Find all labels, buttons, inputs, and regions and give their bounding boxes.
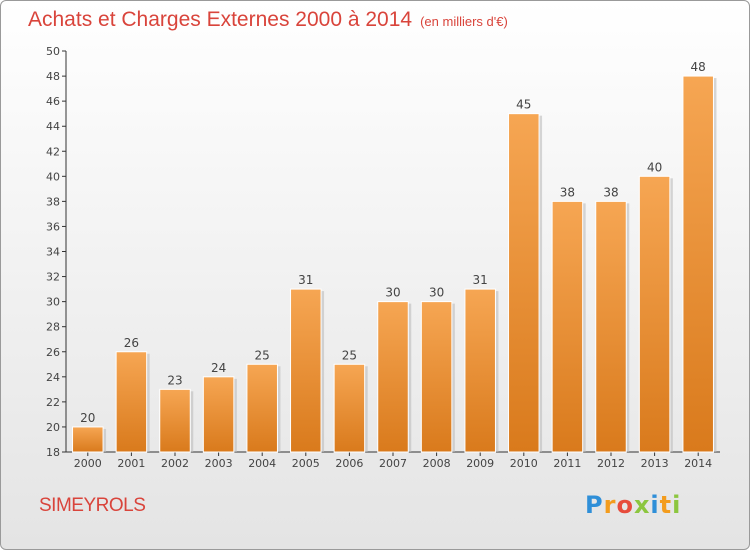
x-tick-label: 2010 (510, 457, 538, 470)
bar (595, 200, 627, 453)
commune-name: SIMEYROLS (39, 495, 146, 516)
bar (333, 363, 366, 453)
y-tick-label: 20 (46, 421, 60, 434)
x-tick-label: 2006 (335, 457, 363, 470)
logo-letter: x (633, 491, 651, 519)
x-tick-label: 2008 (423, 457, 451, 470)
y-tick-label: 30 (46, 296, 60, 309)
x-tick-label: 2012 (597, 457, 625, 470)
chart-subtitle: (en milliers d'€) (420, 14, 508, 29)
data-label: 38 (603, 185, 618, 199)
y-tick-label: 24 (46, 371, 60, 384)
bar (508, 113, 540, 453)
data-label: 40 (647, 160, 662, 174)
y-tick-label: 28 (46, 321, 60, 334)
logo-letter: i (672, 491, 682, 519)
data-label: 38 (560, 185, 575, 199)
logo-letter: P (585, 491, 604, 519)
data-label: 20 (80, 411, 95, 425)
x-tick-label: 2000 (74, 457, 102, 470)
y-tick-label: 36 (46, 220, 60, 233)
x-tick-label: 2014 (684, 457, 712, 470)
x-tick-label: 2004 (248, 457, 276, 470)
y-tick-label: 46 (46, 95, 60, 108)
logo-letter: o (616, 491, 634, 519)
y-tick-label: 40 (46, 170, 60, 183)
y-axis: 18 20 22 24 26 28 30 32 34 36 38 40 42 44 46 48 50 (46, 45, 67, 459)
bar (420, 301, 453, 453)
x-tick-label: 2009 (466, 457, 494, 470)
x-tick-label: 2011 (553, 457, 581, 470)
data-label: 24 (211, 361, 226, 375)
x-tick-label: 2003 (205, 457, 233, 470)
y-tick-label: 26 (46, 346, 60, 359)
data-label: 48 (691, 60, 706, 74)
data-label: 31 (473, 273, 488, 287)
data-labels-group: 20 26 23 24 25 31 25 30 30 31 45 38 38 40 48 (80, 60, 706, 425)
x-tick-label: 2007 (379, 457, 407, 470)
logo-letter: i (650, 491, 660, 519)
x-tick-label: 2013 (641, 457, 669, 470)
y-tick-label: 44 (46, 120, 60, 133)
bar (159, 388, 191, 453)
x-tick-label: 2002 (161, 457, 189, 470)
logo-letter: t (659, 491, 673, 519)
chart-title: Achats et Charges Externes 2000 à 2014 (e… (28, 8, 508, 32)
y-tick-label: 34 (46, 246, 60, 259)
data-label: 31 (298, 273, 313, 287)
y-tick-label: 32 (46, 271, 60, 284)
bar (551, 200, 584, 453)
y-tick-label: 18 (46, 446, 60, 459)
y-tick-label: 38 (46, 195, 60, 208)
bar (72, 426, 104, 453)
bar (246, 363, 278, 453)
bar (638, 175, 671, 453)
data-label: 30 (385, 286, 400, 300)
y-tick-label: 50 (46, 45, 60, 58)
x-tick-label: 2005 (292, 457, 320, 470)
data-label: 45 (516, 98, 531, 112)
y-tick-label: 22 (46, 396, 60, 409)
x-tick-label: 2001 (117, 457, 145, 470)
data-label: 25 (342, 348, 357, 362)
x-axis: 2000 2001 2002 2003 2004 2005 2006 2007 2008 2009… (66, 451, 720, 470)
data-label: 26 (124, 336, 139, 350)
bar (464, 288, 496, 453)
data-label: 25 (255, 348, 270, 362)
bar (290, 288, 322, 453)
bar (202, 376, 235, 453)
y-tick-label: 48 (46, 70, 60, 83)
y-tick-label: 42 (46, 145, 60, 158)
chart-title-text: Achats et Charges Externes 2000 à 2014 (28, 8, 413, 31)
bars-group (72, 75, 717, 453)
logo-letter: r (603, 491, 617, 519)
bar (115, 351, 148, 453)
bar (682, 75, 714, 453)
proxiti-logo: Proxiti (585, 491, 681, 519)
bar (377, 301, 409, 453)
data-label: 30 (429, 286, 444, 300)
data-label: 23 (167, 373, 182, 387)
